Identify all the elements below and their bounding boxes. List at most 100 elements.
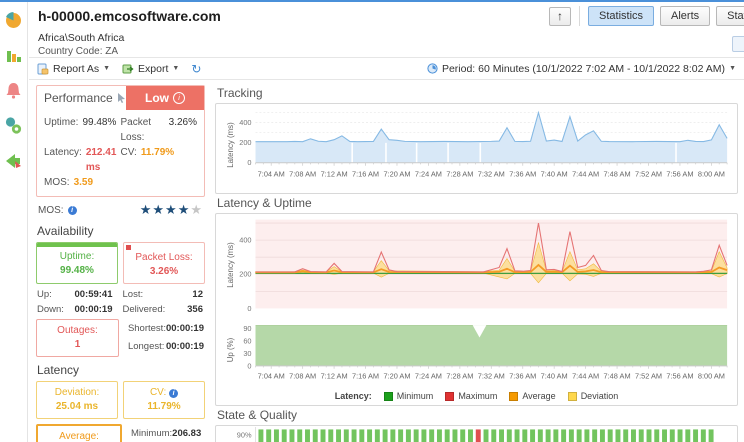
legend-item: Maximum bbox=[445, 391, 497, 401]
performance-title: Performance bbox=[44, 91, 113, 105]
packet-loss-marker bbox=[126, 245, 131, 250]
report-as-label: Report As bbox=[53, 62, 100, 75]
delivered-value: 356 bbox=[187, 304, 203, 315]
toolbar: Report As ▼ Export ▼ ↻ Period: 60 Minute… bbox=[29, 58, 744, 80]
svg-text:0: 0 bbox=[247, 158, 251, 167]
pie-chart-icon[interactable] bbox=[4, 11, 23, 30]
report-as-button[interactable]: Report As ▼ bbox=[37, 63, 110, 75]
refresh-icon[interactable]: ↻ bbox=[191, 61, 202, 76]
mos-label: MOS: bbox=[38, 204, 64, 216]
svg-text:0: 0 bbox=[247, 304, 251, 313]
latency-uptime-chart: 0 200 400 Latency (ms) 0 30 60 90 Up (%) 7:04 AM… bbox=[215, 213, 738, 406]
svg-text:7:12 AM: 7:12 AM bbox=[321, 170, 348, 179]
svg-text:7:16 AM: 7:16 AM bbox=[352, 372, 379, 381]
svg-text:Latency (ms): Latency (ms) bbox=[226, 122, 235, 168]
collapse-up-button[interactable]: ↑ bbox=[549, 6, 571, 26]
average-card-label: Average: bbox=[59, 431, 99, 442]
legend-swatch-icon bbox=[383, 391, 393, 401]
cv-card: CV: i 11.79% bbox=[123, 381, 205, 419]
mos-star-rating: ★★★★★ bbox=[140, 202, 203, 218]
export-label: Export bbox=[138, 62, 169, 75]
bar-chart-icon[interactable] bbox=[4, 46, 23, 65]
cv-card-value: 11.79% bbox=[147, 401, 181, 412]
star-icon: ★ bbox=[165, 202, 178, 217]
tab-alerts[interactable]: Alerts bbox=[660, 6, 711, 26]
svg-text:400: 400 bbox=[239, 118, 251, 127]
perf-mos-value: 3.59 bbox=[73, 177, 94, 188]
cv-info-icon[interactable]: i bbox=[169, 389, 179, 398]
performance-card: Performance Low i Uptime: 99.48% bbox=[36, 85, 205, 197]
content: Performance Low i Uptime: 99.48% bbox=[29, 81, 744, 442]
legend-item: Minimum bbox=[383, 391, 433, 401]
svg-text:90: 90 bbox=[243, 324, 251, 333]
legend-label: Average bbox=[522, 391, 556, 401]
svg-text:7:48 AM: 7:48 AM bbox=[604, 170, 631, 179]
performance-badge[interactable]: Low i bbox=[126, 86, 204, 110]
delivered-label: Delivered: bbox=[122, 304, 166, 315]
tab-statistics[interactable]: Statistics bbox=[588, 6, 655, 26]
host-status-icon[interactable] bbox=[4, 116, 23, 135]
export-button[interactable]: Export ▼ bbox=[122, 63, 179, 75]
lost-label: Lost: bbox=[122, 289, 144, 300]
badge-info-icon[interactable]: i bbox=[173, 92, 185, 104]
svg-text:7:32 AM: 7:32 AM bbox=[478, 372, 505, 381]
svg-text:60: 60 bbox=[243, 336, 251, 345]
deviation-card: Deviation: 25.04 ms bbox=[36, 381, 118, 419]
svg-text:7:48 AM: 7:48 AM bbox=[604, 372, 631, 381]
title-bar: h-00000.emcosoftware.com ↑ Statistics Al… bbox=[29, 2, 744, 30]
up-label: Up: bbox=[37, 289, 52, 300]
stats-column: Performance Low i Uptime: 99.48% bbox=[29, 81, 208, 442]
svg-text:7:52 AM: 7:52 AM bbox=[635, 170, 662, 179]
alerts-bell-icon[interactable] bbox=[4, 81, 23, 100]
svg-text:7:28 AM: 7:28 AM bbox=[446, 372, 473, 381]
cv-card-label: CV: bbox=[149, 387, 167, 398]
legend-swatch-icon bbox=[567, 391, 577, 401]
state-quality-chart: 90%60%(%) bbox=[215, 425, 738, 442]
tab-state[interactable]: State bbox=[716, 6, 744, 26]
shortest-value: 00:00:19 bbox=[165, 323, 204, 334]
host-country-code: Country Code: ZA bbox=[38, 46, 119, 57]
svg-text:7:56 AM: 7:56 AM bbox=[666, 170, 693, 179]
legend-prefix: Latency: bbox=[334, 391, 372, 401]
latency-header: Latency bbox=[37, 363, 80, 377]
svg-text:7:44 AM: 7:44 AM bbox=[572, 372, 599, 381]
perf-mos-label: MOS: bbox=[44, 177, 70, 188]
minimum-label: Minimum: bbox=[131, 428, 173, 439]
export-icon bbox=[122, 64, 134, 73]
latency-plot: 0 200 400 Latency (ms) bbox=[218, 215, 735, 322]
button-divider bbox=[579, 6, 580, 26]
svg-text:7:52 AM: 7:52 AM bbox=[635, 372, 662, 381]
lost-value: 12 bbox=[192, 289, 203, 300]
down-label: Down: bbox=[37, 304, 64, 315]
report-icon bbox=[37, 63, 49, 74]
panel-options-icon[interactable] bbox=[732, 36, 744, 52]
perf-uptime-value: 99.48% bbox=[82, 117, 117, 128]
period-caret-icon: ▼ bbox=[729, 65, 736, 72]
average-card: Average: 212.41 ms bbox=[36, 424, 122, 442]
host-title: h-00000.emcosoftware.com bbox=[38, 8, 221, 24]
tracking-title: Tracking bbox=[217, 86, 263, 100]
perf-packet-loss-value: 3.26% bbox=[168, 117, 197, 128]
svg-text:7:20 AM: 7:20 AM bbox=[383, 372, 410, 381]
period-selector[interactable]: Period: 60 Minutes (10/1/2022 7:02 AM - … bbox=[427, 63, 736, 75]
uptime-plot: 0 30 60 90 Up (%) 7:04 AM 7:08 AM 7:12 AM 7:16 A… bbox=[218, 322, 735, 389]
svg-text:0: 0 bbox=[247, 361, 251, 370]
svg-text:7:20 AM: 7:20 AM bbox=[383, 170, 410, 179]
star-icon: ★ bbox=[177, 202, 191, 217]
svg-text:7:56 AM: 7:56 AM bbox=[666, 372, 693, 381]
svg-text:8:00 AM: 8:00 AM bbox=[698, 372, 725, 381]
legend-label: Deviation bbox=[580, 391, 619, 401]
legend-item: Average bbox=[509, 391, 556, 401]
svg-text:7:16 AM: 7:16 AM bbox=[352, 170, 379, 179]
longest-value: 00:00:19 bbox=[165, 341, 204, 352]
down-value: 00:00:19 bbox=[74, 304, 113, 315]
reports-icon[interactable] bbox=[4, 151, 23, 170]
mos-info-icon[interactable]: i bbox=[67, 205, 77, 215]
legend-item: Deviation bbox=[567, 391, 619, 401]
star-icon: ★ bbox=[190, 202, 203, 217]
legend-swatch-icon bbox=[445, 391, 455, 401]
svg-text:7:36 AM: 7:36 AM bbox=[509, 372, 536, 381]
perf-uptime-label: Uptime: bbox=[44, 117, 79, 128]
perf-latency-value: 212.41 ms bbox=[85, 147, 117, 173]
state-quality-title: State & Quality bbox=[217, 408, 298, 422]
